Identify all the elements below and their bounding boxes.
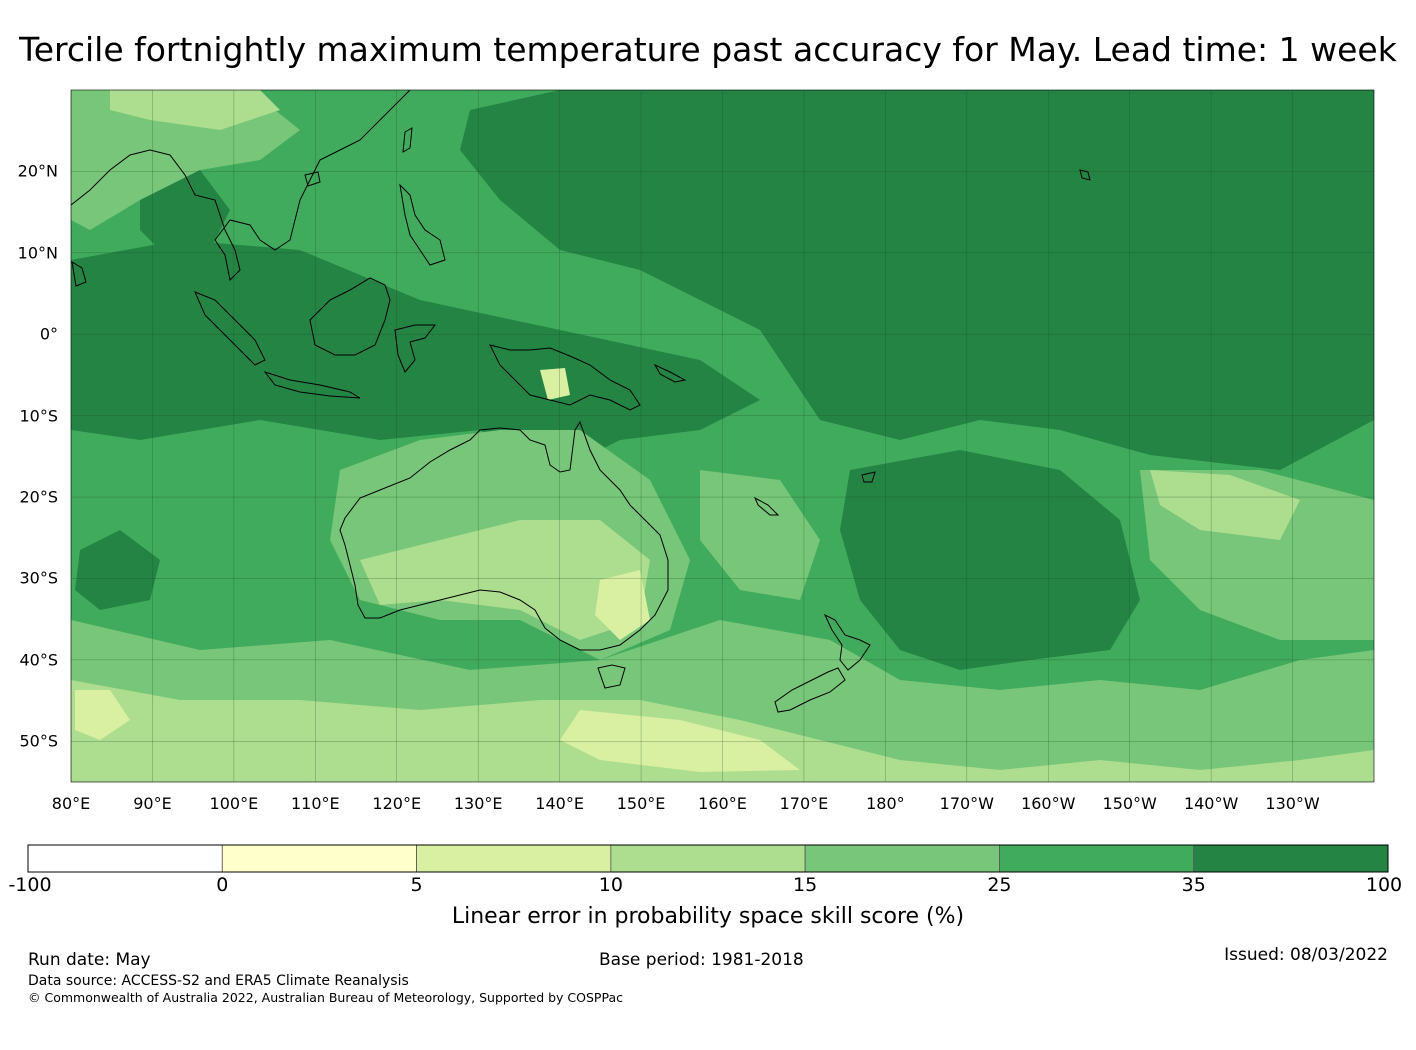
colorbar-segment xyxy=(1193,844,1389,873)
field-dark-north-pacific xyxy=(460,90,1374,470)
colorbar-tick-label: -100 xyxy=(8,874,52,896)
coast-hainan xyxy=(304,171,321,187)
lon-label: 100°E xyxy=(209,794,259,813)
coast-sulawesi xyxy=(394,324,437,373)
colorbar-tick-label: 15 xyxy=(793,874,818,896)
coast-taiwan xyxy=(402,127,413,153)
lon-label: 80°E xyxy=(51,794,91,813)
map-frame xyxy=(70,89,1375,783)
coast-australia xyxy=(339,420,669,651)
coastlines xyxy=(71,90,1091,713)
lat-label: 20°S xyxy=(19,487,58,507)
lon-label: 160°W xyxy=(1021,794,1076,813)
lon-label: 140°W xyxy=(1183,794,1239,813)
lon-label: 140°E xyxy=(535,794,584,813)
coast-borneo xyxy=(309,277,391,356)
lon-label: 160°E xyxy=(698,794,747,813)
map-title: Tercile fortnightly maximum temperature … xyxy=(19,30,1397,69)
coast-new-zealand-south xyxy=(774,667,846,713)
colorbar-segment xyxy=(804,844,1000,873)
copyright: © Commonwealth of Australia 2022, Austra… xyxy=(28,990,623,1005)
field-vlight-png xyxy=(540,368,570,400)
coast-sumatra xyxy=(194,291,266,366)
field-mid-tasman xyxy=(700,470,820,600)
colorbar-label: Linear error in probability space skill … xyxy=(451,904,965,929)
coast-srilanka xyxy=(71,261,87,287)
colorbar-segment xyxy=(610,844,806,873)
coast-solomons xyxy=(653,363,687,383)
coast-new-caledonia xyxy=(753,496,780,516)
lon-label: 150°W xyxy=(1102,794,1157,813)
field-dark-asia xyxy=(140,170,230,260)
run-date: Run date: May xyxy=(28,950,151,970)
lat-label: 10°N xyxy=(17,243,58,263)
lat-label: 10°S xyxy=(19,406,58,426)
lon-label: 130°E xyxy=(453,794,503,813)
coast-hawaii xyxy=(1079,169,1091,181)
coast-mainland-asia xyxy=(71,90,411,282)
colorbar-segment xyxy=(221,844,417,873)
coast-tasmania xyxy=(597,664,626,689)
field-vlight-australia xyxy=(595,570,650,640)
coast-new-zealand-north xyxy=(823,613,871,671)
lon-label: 110°E xyxy=(290,794,340,813)
field-mid-asia xyxy=(71,90,300,230)
coast-new-guinea xyxy=(489,344,641,411)
gridlines xyxy=(71,90,1374,782)
colorbar-segment xyxy=(999,844,1195,873)
field-light-australia xyxy=(360,520,650,640)
field-dark-equator xyxy=(71,240,760,470)
colorbar-tick-label: 0 xyxy=(216,874,229,896)
data-source: Data source: ACCESS-S2 and ERA5 Climate … xyxy=(28,973,409,989)
lon-label: 180° xyxy=(866,794,905,813)
field-dark-indian xyxy=(75,530,160,610)
colorbar-tick-label: 5 xyxy=(410,874,423,896)
lat-label: 20°N xyxy=(17,161,58,181)
lon-label: 150°E xyxy=(616,794,666,813)
colorbar-segment xyxy=(416,844,612,873)
colorbar-tick-label: 10 xyxy=(598,874,623,896)
lat-label: 40°S xyxy=(19,650,58,670)
lon-label: 130°W xyxy=(1265,794,1320,813)
field-vlight-south xyxy=(560,710,800,772)
coast-philippines xyxy=(399,183,446,266)
colorbar xyxy=(27,844,1389,873)
colorbar-tick-label: 35 xyxy=(1181,874,1206,896)
lat-label: 0° xyxy=(39,324,58,344)
colorbar-tick-label: 100 xyxy=(1365,874,1403,896)
lon-label: 170°E xyxy=(779,794,829,813)
lon-label: 170°W xyxy=(939,794,994,813)
colorbar-tick-label: 25 xyxy=(987,874,1012,896)
field-light-eastpac xyxy=(1150,470,1300,540)
colorbar-frame xyxy=(27,844,1389,873)
field-vlight-sw xyxy=(75,690,130,740)
lat-label: 30°S xyxy=(19,568,58,588)
coast-java xyxy=(263,371,361,399)
lon-label: 90°E xyxy=(133,794,172,813)
field-dark-southpac xyxy=(840,450,1140,670)
colorbar-segment xyxy=(27,844,223,873)
coast-fiji xyxy=(861,471,876,483)
lon-label: 120°E xyxy=(372,794,422,813)
issued-date: Issued: 08/03/2022 xyxy=(1224,945,1388,965)
base-period: Base period: 1981-2018 xyxy=(599,950,804,970)
lat-label: 50°S xyxy=(19,731,58,751)
